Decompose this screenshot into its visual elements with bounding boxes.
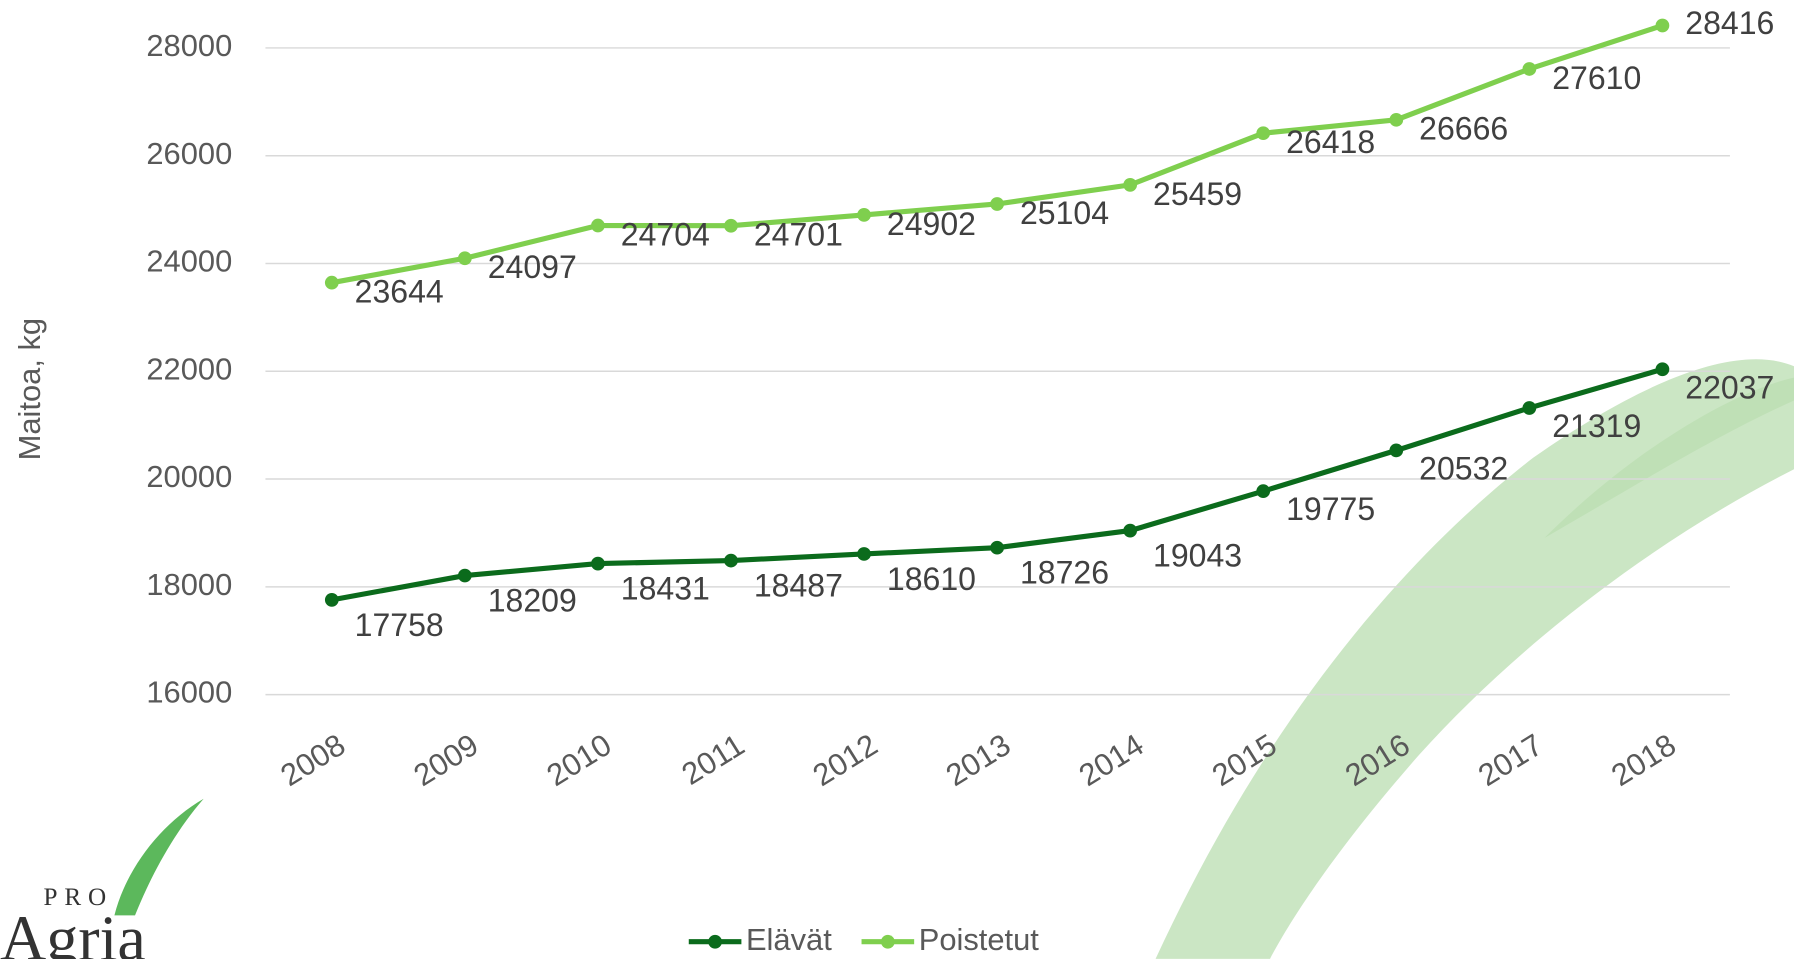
data-label: 18610	[887, 561, 976, 597]
data-point	[1656, 362, 1670, 376]
data-point	[325, 276, 339, 290]
data-label: 27610	[1552, 60, 1641, 96]
data-point	[724, 219, 738, 233]
data-label: 23644	[355, 274, 444, 310]
data-point	[857, 208, 871, 222]
x-tick-label: 2017	[1472, 727, 1549, 793]
logo-large: Agria	[0, 903, 146, 959]
data-label: 20532	[1419, 450, 1508, 486]
data-label: 24701	[754, 217, 843, 253]
y-tick-label: 18000	[146, 567, 232, 602]
data-label: 18209	[488, 582, 577, 618]
data-point	[1123, 178, 1137, 192]
data-point	[1389, 444, 1403, 458]
data-point	[1656, 19, 1670, 33]
decor-leaf	[1156, 359, 1794, 959]
data-label: 19775	[1286, 491, 1375, 527]
data-point	[990, 197, 1004, 211]
data-label: 21319	[1552, 408, 1641, 444]
x-tick-label: 2013	[940, 727, 1017, 793]
legend-swatch	[881, 935, 895, 949]
chart: PRO Agria Maitoa, kg 1600018000200002200…	[0, 0, 1794, 959]
legend-swatch	[708, 935, 722, 949]
x-tick-label: 2009	[408, 727, 485, 793]
data-label: 28416	[1685, 5, 1774, 41]
legend-label: Poistetut	[919, 922, 1040, 957]
data-label: 24704	[621, 216, 710, 252]
data-point	[1389, 113, 1403, 127]
y-tick-label: 26000	[146, 136, 232, 171]
y-tick-label: 24000	[146, 244, 232, 279]
data-point	[591, 219, 605, 233]
series-line	[332, 26, 1663, 283]
y-axis-label: Maitoa, kg	[12, 318, 47, 460]
data-point	[1256, 126, 1270, 140]
data-point	[857, 547, 871, 561]
data-label: 25104	[1020, 195, 1109, 231]
data-label: 25459	[1153, 176, 1242, 212]
data-label: 18487	[754, 568, 843, 604]
data-label: 26418	[1286, 124, 1375, 160]
y-tick-label: 22000	[146, 351, 232, 386]
data-point	[591, 557, 605, 571]
x-tick-label: 2012	[807, 727, 884, 793]
data-point	[458, 569, 472, 583]
data-point	[990, 541, 1004, 555]
data-point	[325, 593, 339, 607]
data-label: 24097	[488, 249, 577, 285]
data-point	[1522, 401, 1536, 415]
x-tick-label: 2018	[1605, 727, 1682, 793]
data-label: 22037	[1685, 369, 1774, 405]
legend-label: Elävät	[746, 922, 832, 957]
data-label: 18726	[1020, 555, 1109, 591]
data-point	[458, 251, 472, 265]
data-label: 19043	[1153, 538, 1242, 574]
data-label: 18431	[621, 571, 710, 607]
y-tick-label: 28000	[146, 28, 232, 63]
x-tick-label: 2010	[541, 727, 618, 793]
y-tick-label: 20000	[146, 459, 232, 494]
data-point	[724, 554, 738, 568]
data-label: 17758	[355, 607, 444, 643]
data-label: 24902	[887, 206, 976, 242]
data-point	[1123, 524, 1137, 538]
x-tick-label: 2008	[274, 727, 351, 793]
data-point	[1522, 62, 1536, 76]
y-tick-label: 16000	[146, 675, 232, 710]
x-tick-label: 2011	[676, 727, 751, 792]
logo-leaf	[114, 799, 203, 916]
data-point	[1256, 484, 1270, 498]
data-label: 26666	[1419, 111, 1508, 147]
x-tick-label: 2014	[1073, 727, 1150, 793]
